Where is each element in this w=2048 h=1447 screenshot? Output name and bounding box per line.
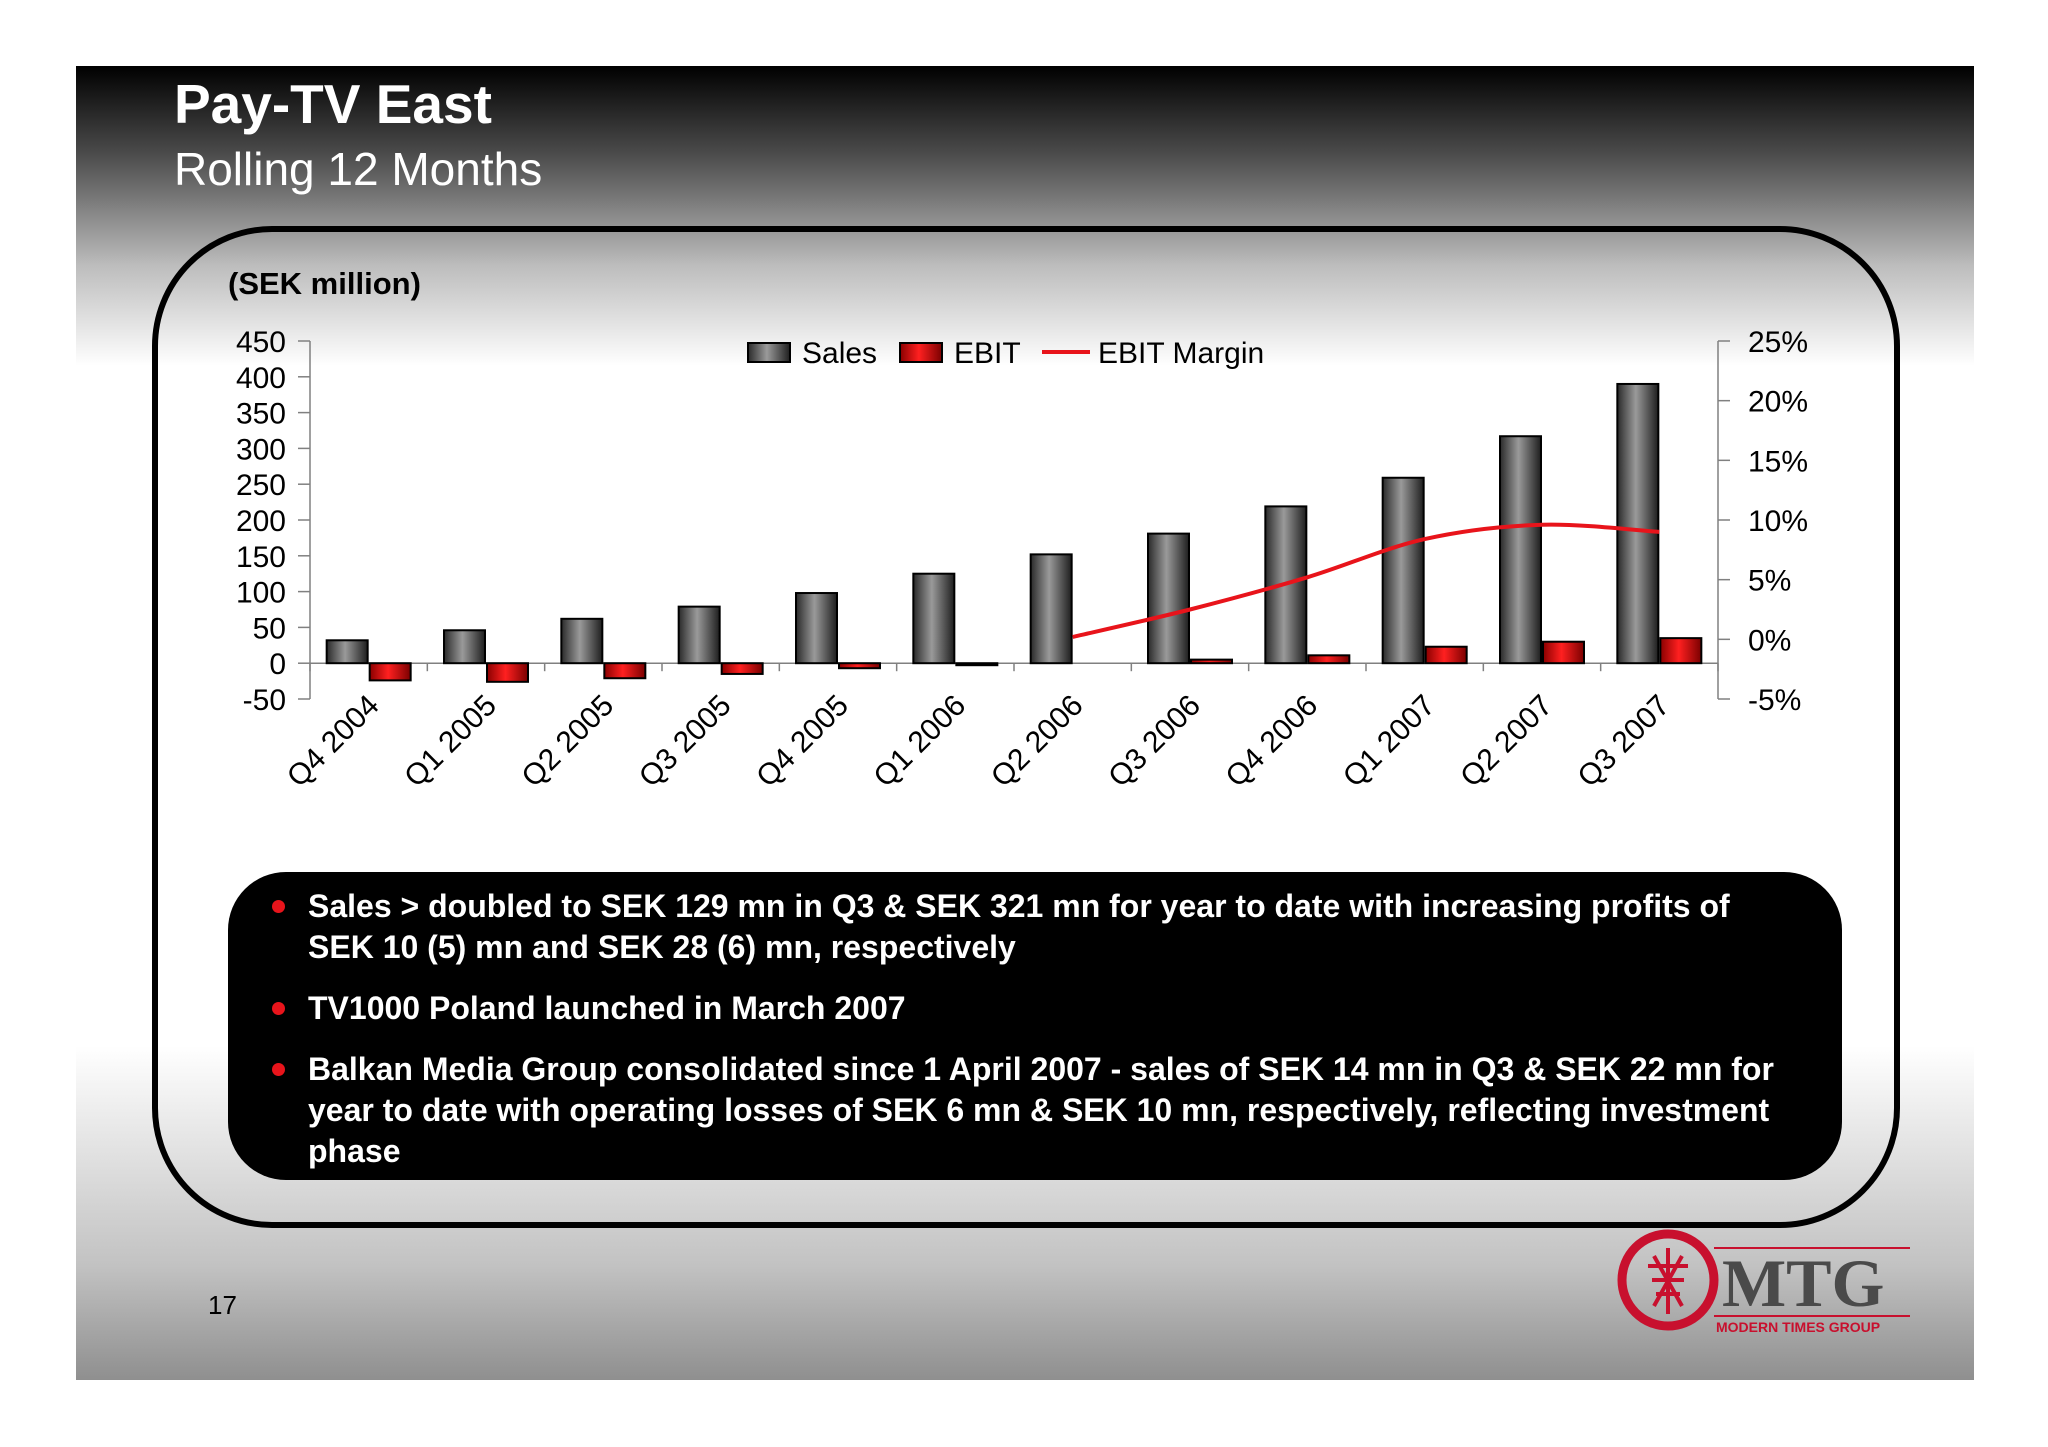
note-text: TV1000 Poland launched in March 2007 [308, 990, 906, 1026]
ebit-bar [1190, 658, 1233, 665]
y-right-tick-label: 0% [1748, 624, 1791, 657]
chart-legend: Sales EBIT EBIT Margin [747, 337, 1264, 370]
sales-bar [912, 572, 956, 665]
unit-label: (SEK million) [228, 266, 421, 301]
legend-sales-label: Sales [802, 337, 877, 370]
sales-bar [1147, 532, 1190, 665]
y-left-tick-label: 450 [236, 326, 286, 359]
x-tick-label: Q2 2005 [516, 689, 621, 794]
slide-subtitle: Rolling 12 Months [174, 143, 543, 195]
y-right-tick-label: 15% [1748, 445, 1808, 478]
ebit-bar [720, 662, 764, 675]
ebit-bar [486, 662, 529, 683]
x-tick-label: Q3 2007 [1572, 689, 1677, 794]
sales-bar [560, 617, 604, 665]
note-text: Balkan Media Group consolidated since 1 … [308, 1051, 1774, 1169]
chart-bars [325, 382, 1703, 683]
sales-bar [1616, 382, 1660, 665]
slide-title: Pay-TV East [174, 73, 492, 135]
notes-box: Sales > doubled to SEK 129 mn in Q3 & SE… [228, 872, 1842, 1180]
logo-tower-icon [1648, 1248, 1688, 1314]
y-left-tick-label: 250 [236, 469, 286, 502]
y-right-tick-label: -5% [1748, 684, 1801, 717]
legend-margin-label: EBIT Margin [1098, 337, 1264, 370]
x-tick-label: Q1 2006 [868, 689, 973, 794]
y-left-tick-label: 100 [236, 577, 286, 610]
bullet-icon [272, 1063, 285, 1076]
logo-wordmark: MTG [1722, 1245, 1884, 1321]
ebit-bar [1424, 645, 1468, 665]
logo-tagline: MODERN TIMES GROUP [1716, 1319, 1880, 1335]
y-right-tick-label: 10% [1748, 505, 1808, 538]
sales-bar [325, 639, 369, 665]
x-tick-label: Q2 2007 [1454, 689, 1559, 794]
y-left-tick-label: -50 [243, 684, 286, 717]
y-left-tick-label: 200 [236, 505, 286, 538]
bullet-icon [272, 900, 285, 913]
logo-ring-icon [1617, 1229, 1719, 1331]
chart-line [1072, 522, 1660, 639]
chart-panel [152, 226, 1900, 1228]
y-right-tick-label: 20% [1748, 386, 1808, 419]
ebit-bar [955, 662, 999, 667]
bullet-icon [272, 1002, 285, 1015]
y-left-tick-label: 0 [269, 648, 286, 681]
ebit-bar [1659, 637, 1703, 665]
note-item: Balkan Media Group consolidated since 1 … [272, 1049, 1782, 1172]
sales-bar [1264, 505, 1308, 665]
y-left-tick-label: 50 [253, 612, 286, 645]
sales-bar [443, 629, 486, 665]
y-right-tick-label: 25% [1748, 326, 1808, 359]
sales-bar [795, 592, 838, 665]
y-left-tick-label: 150 [236, 541, 286, 574]
y-left-tick-label: 300 [236, 433, 286, 466]
x-tick-label: Q1 2005 [398, 689, 503, 794]
ebit-bar [1542, 640, 1585, 665]
x-tick-label: Q4 2005 [750, 689, 855, 794]
x-tick-label: Q3 2005 [633, 689, 738, 794]
ebit-bar [1307, 654, 1351, 665]
sales-bar [677, 605, 721, 665]
legend-ebit-swatch [899, 342, 943, 363]
y-left-tick-label: 400 [236, 362, 286, 395]
x-tick-label: Q1 2007 [1337, 689, 1442, 794]
chart-axes [298, 340, 1730, 700]
ebit-bar [368, 662, 412, 682]
note-item: Sales > doubled to SEK 129 mn in Q3 & SE… [272, 886, 1782, 968]
x-tick-label: Q3 2006 [1102, 689, 1207, 794]
note-text: Sales > doubled to SEK 129 mn in Q3 & SE… [308, 888, 1730, 965]
legend-sales-swatch [747, 342, 791, 363]
ebit-bar [603, 662, 647, 680]
page-number: 17 [208, 1290, 237, 1320]
ebit-bar [838, 662, 881, 670]
legend-ebit-label: EBIT [954, 337, 1021, 370]
x-tick-label: Q2 2006 [985, 689, 1090, 794]
y-right-tick-label: 5% [1748, 565, 1791, 598]
y-left-tick-label: 350 [236, 398, 286, 431]
sales-bar [1499, 435, 1542, 665]
mtg-logo: MTG MODERN TIMES GROUP [1617, 1229, 1910, 1335]
sales-bar [1029, 553, 1073, 665]
note-item: TV1000 Poland launched in March 2007 [272, 988, 1782, 1029]
ebit-margin-line [1072, 522, 1660, 639]
x-tick-label: Q4 2004 [281, 689, 386, 794]
x-tick-label: Q4 2006 [1220, 689, 1325, 794]
sales-bar [1381, 476, 1425, 665]
